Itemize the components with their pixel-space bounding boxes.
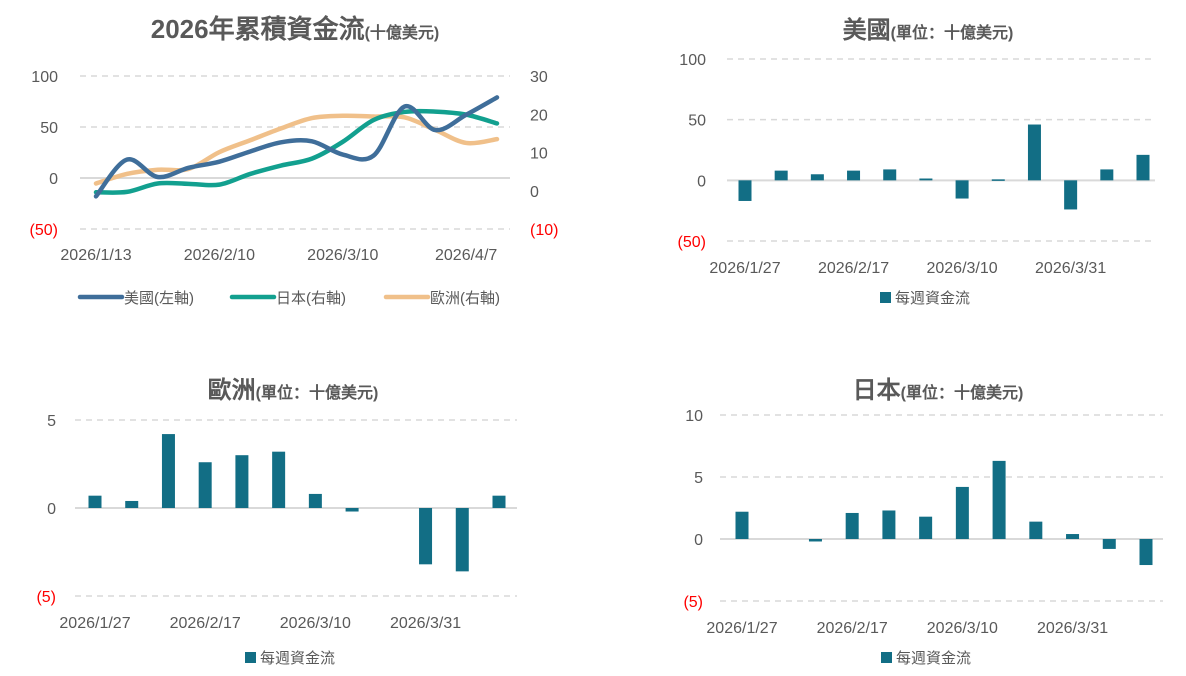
bar [810,174,824,181]
y-right-tick-label: 0 [530,184,539,201]
y-right-tick-label: 20 [530,107,548,124]
chart-title: 美國(單位：十億美元) [843,16,1014,44]
europe-weekly-flow-chart: (5) 0 5 2026/1/27 2026/2/17 2026/3/10 2026/3/3… [36,413,517,667]
y-tick-label: (5) [683,594,703,611]
legend-swatch [245,652,256,663]
bar [125,500,139,508]
x-tick-label: 2026/3/31 [390,615,461,632]
x-tick-label: 2026/2/10 [184,247,255,264]
bar [882,510,896,539]
chart-title: 2026年累積資金流(十億美元) [151,14,440,44]
x-tick-label: 2026/2/17 [817,620,888,637]
x-tick-label: 2026/1/27 [706,620,777,637]
bar [883,169,897,181]
bar [272,451,286,508]
legend-label: 每週資金流 [896,650,971,667]
chart-title-main: 美國 [843,16,891,44]
bar [735,511,749,539]
x-tick-label: 2026/1/27 [709,260,780,277]
y-left-tick-label: 0 [49,171,58,188]
y-tick-label: 5 [694,470,703,487]
legend-label: 每週資金流 [260,650,335,667]
bar [991,179,1005,181]
bar [955,180,969,199]
x-tick-label: 2026/1/27 [59,615,130,632]
x-tick-label: 2026/4/7 [435,247,497,264]
y-tick-label: 0 [47,501,56,518]
bar [1066,534,1080,539]
bar [308,493,322,508]
bar [1100,169,1114,181]
chart-title-unit: (單位：十億美元) [891,23,1014,42]
chart-title-main: 日本 [853,377,901,404]
bar [847,170,861,181]
chart-title: 日本(單位：十億美元) [853,377,1024,404]
legend-label: 日本(右軸) [276,290,346,307]
bar [1136,154,1150,181]
series-line-us [93,95,500,199]
bar [1027,124,1041,181]
x-tick-label: 2026/2/17 [170,615,241,632]
y-tick-label: 100 [679,52,706,69]
y-tick-label: 10 [685,408,703,425]
bar [198,462,212,508]
y-tick-label: 50 [688,113,706,130]
y-tick-label: 0 [697,173,706,190]
y-right-tick-label: 30 [530,69,548,86]
x-tick-label: 2026/3/10 [927,620,998,637]
bar [808,539,822,542]
bar [419,508,433,565]
us-weekly-flow-chart: (50) 0 50 100 2026/1/27 2026/2/17 2026/3/10 202… [678,52,1155,307]
chart-title: 歐洲(單位：十億美元) [208,377,379,404]
legend-label: 歐洲(右軸) [430,290,500,307]
series-line-europe [93,113,500,186]
x-tick-label: 2026/3/10 [307,247,378,264]
bar [919,516,933,539]
y-right-tick-label: 10 [530,146,548,163]
bar [161,434,175,508]
bar [88,495,102,508]
x-tick-label: 2026/1/13 [60,247,131,264]
y-left-tick-label: 50 [40,120,58,137]
y-left-tick-label: 100 [31,69,58,86]
bar [919,178,933,181]
bar [345,508,359,512]
bar [235,455,249,508]
bar [455,508,469,572]
bar [955,486,969,539]
bar [992,460,1006,539]
x-tick-label: 2026/3/10 [926,260,997,277]
legend-label: 每週資金流 [895,290,970,307]
legend-swatch [880,292,891,303]
x-tick-label: 2026/3/31 [1035,260,1106,277]
japan-weekly-flow-chart: (5) 0 5 10 2026/1/27 2026/2/17 2026/3/10 2026/3… [683,408,1163,667]
legend-swatch [881,652,892,663]
bar [1102,539,1116,549]
x-tick-label: 2026/3/31 [1037,620,1108,637]
y-tick-label: (5) [36,589,56,606]
chart-title-unit: (單位：十億美元) [901,383,1024,402]
cumulative-flow-chart: (50) 0 50 100 (10) 0 10 20 30 2026/1/13 2026/2/10 2… [30,69,559,307]
bar [738,180,752,201]
bar [1139,539,1153,566]
series-line-japan [93,108,500,195]
x-tick-label: 2026/2/17 [818,260,889,277]
bar [1064,180,1078,210]
bar [492,495,506,508]
chart-title-unit: (十億美元) [365,23,440,42]
bar [1029,521,1043,539]
y-tick-label: (50) [678,234,706,251]
chart-title-main: 2026年累積資金流 [151,14,365,44]
x-tick-label: 2026/3/10 [280,615,351,632]
bar [774,170,788,181]
y-tick-label: 5 [47,413,56,430]
y-right-tick-label: (10) [530,222,558,239]
bar [845,512,859,539]
chart-title-unit: (單位：十億美元) [256,383,379,402]
chart-title-main: 歐洲 [208,377,256,404]
legend-label: 美國(左軸) [124,290,194,307]
y-left-tick-label: (50) [30,222,58,239]
y-tick-label: 0 [694,532,703,549]
